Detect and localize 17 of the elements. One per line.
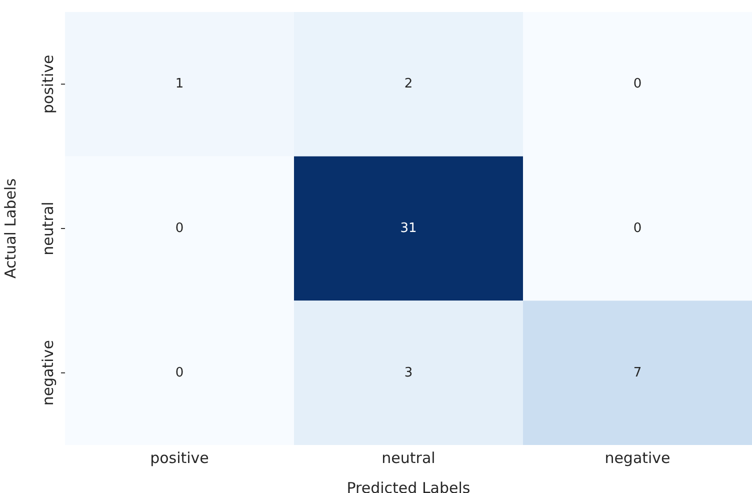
data-label: 2 [404,76,413,92]
x-tick-label: neutral [382,449,436,467]
x-axis-title: Predicted Labels [346,479,470,493]
data-label: 0 [175,221,184,236]
data-label: 31 [400,221,417,236]
y-axis-title: Actual Labels [1,178,20,279]
data-label: 0 [633,76,642,92]
y-tick-label: negative [39,340,57,406]
data-label: 1 [175,76,184,92]
data-label: 3 [404,365,413,380]
data-label: 7 [633,365,642,380]
y-tick-label: positive [39,54,57,114]
x-tick-label: negative [604,449,670,467]
data-label: 0 [633,221,642,236]
data-label: 0 [175,365,184,380]
x-tick-label: positive [150,449,209,467]
y-tick-label: neutral [39,202,57,256]
